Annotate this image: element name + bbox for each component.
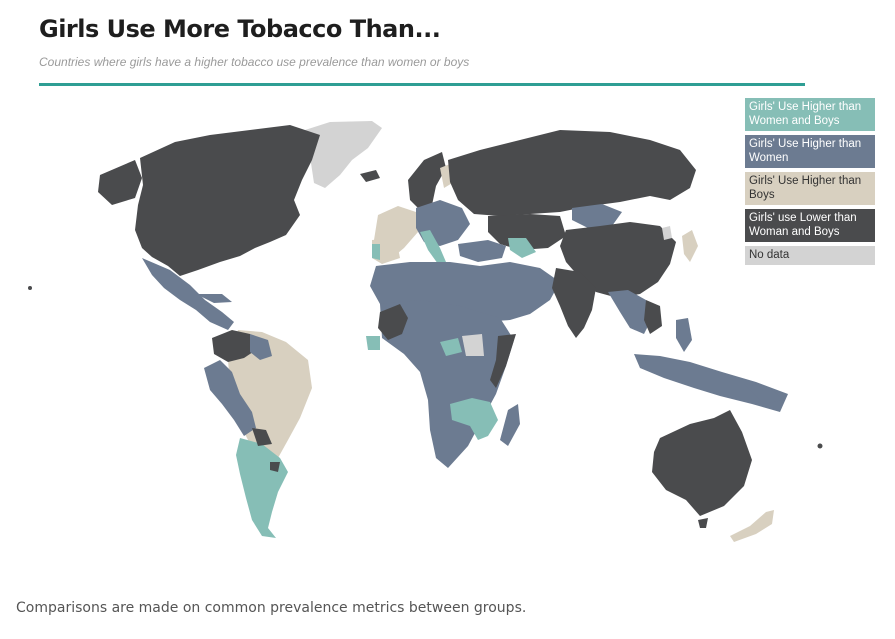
- region-korea[interactable]: [662, 226, 672, 240]
- region-sudan[interactable]: [462, 334, 484, 356]
- region-mongolia[interactable]: [572, 204, 622, 228]
- legend-item-higher-women-boys: Girls' Use Higher than Women and Boys: [745, 98, 875, 131]
- region-uruguay[interactable]: [270, 462, 280, 472]
- region-russia[interactable]: [448, 130, 696, 216]
- region-mexico-central-america[interactable]: [142, 258, 234, 330]
- region-fiji[interactable]: [817, 443, 823, 449]
- region-madagascar[interactable]: [500, 404, 520, 446]
- region-west-africa-teal[interactable]: [366, 336, 380, 350]
- region-australia[interactable]: [652, 410, 752, 516]
- region-scandinavia[interactable]: [408, 152, 446, 210]
- region-vietnam[interactable]: [644, 300, 662, 334]
- region-italy[interactable]: [420, 230, 446, 264]
- map-title: Girls Use More Tobacco Than...: [39, 15, 441, 43]
- region-iceland[interactable]: [360, 170, 380, 182]
- region-greenland[interactable]: [300, 121, 382, 188]
- region-philippines[interactable]: [676, 318, 692, 352]
- world-map: [28, 121, 823, 542]
- region-caribbean[interactable]: [196, 294, 232, 303]
- region-tasmania[interactable]: [698, 518, 708, 528]
- region-indonesia[interactable]: [634, 354, 788, 412]
- region-japan[interactable]: [682, 230, 698, 262]
- region-guianas[interactable]: [250, 334, 272, 360]
- region-new-zealand[interactable]: [730, 510, 774, 542]
- region-colombia-venezuela[interactable]: [212, 330, 262, 362]
- region-mali[interactable]: [378, 304, 408, 340]
- legend-item-higher-women: Girls' Use Higher than Women: [745, 135, 875, 168]
- region-turkey[interactable]: [458, 240, 506, 262]
- region-alaska[interactable]: [98, 160, 142, 205]
- region-north-america[interactable]: [135, 125, 320, 276]
- region-zambia-mozambique[interactable]: [450, 398, 498, 440]
- map-legend: Girls' Use Higher than Women and Boys Gi…: [745, 98, 875, 269]
- region-portugal[interactable]: [372, 244, 380, 260]
- title-divider: [39, 83, 805, 86]
- region-somalia[interactable]: [490, 334, 516, 388]
- legend-item-lower-women-boys: Girls' use Lower than Woman and Boys: [745, 209, 875, 242]
- region-central-africa-teal[interactable]: [440, 338, 462, 356]
- region-china[interactable]: [560, 222, 676, 298]
- region-png[interactable]: [744, 384, 784, 404]
- region-andes[interactable]: [204, 360, 256, 436]
- region-southeast-asia[interactable]: [608, 290, 652, 334]
- legend-item-no-data: No data: [745, 246, 875, 265]
- map-subtitle: Countries where girls have a higher toba…: [39, 55, 470, 69]
- footnote: Comparisons are made on common prevalenc…: [16, 600, 527, 616]
- region-hawaii[interactable]: [28, 286, 32, 290]
- region-central-asia[interactable]: [488, 214, 566, 250]
- region-paraguay[interactable]: [252, 428, 272, 446]
- legend-item-higher-boys: Girls' Use Higher than Boys: [745, 172, 875, 205]
- region-iran[interactable]: [508, 238, 536, 258]
- region-india[interactable]: [552, 268, 596, 338]
